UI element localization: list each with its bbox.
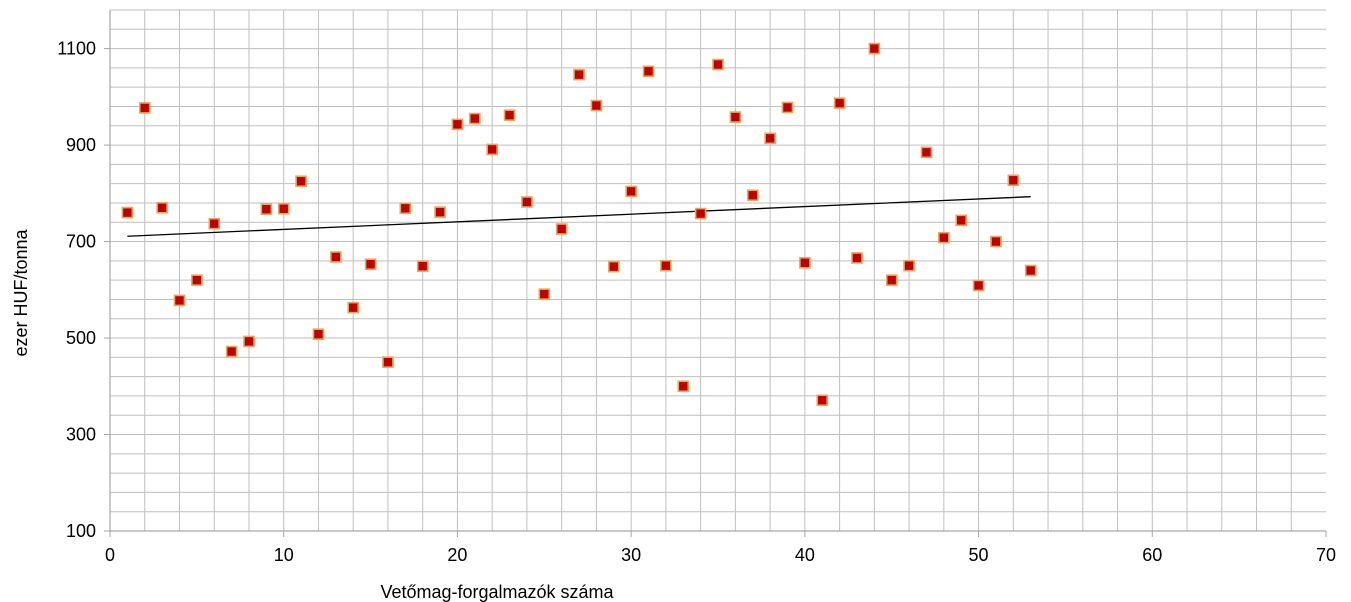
x-axis-title: Vetőmag-forgalmazók száma [380,582,614,602]
data-point [1024,264,1037,277]
data-point [191,274,203,286]
data-point [920,146,933,159]
data-points [121,42,1037,407]
data-point [277,202,290,215]
data-point [138,102,151,114]
data-point [347,301,360,314]
data-point [903,259,915,272]
data-point [555,223,568,235]
data-point [538,288,551,300]
data-point [764,132,776,145]
data-point [434,206,446,218]
data-point [625,185,637,198]
grid [110,9,1326,531]
data-point [660,259,672,272]
data-point [451,118,464,131]
y-axis-title: ezer HUF/tonna [11,228,31,356]
data-point [503,109,516,121]
data-point [729,111,742,123]
data-point [295,175,307,188]
data-point [260,203,273,216]
data-point [590,99,603,112]
y-tick-label: 300 [66,425,96,445]
trendline-group [127,196,1031,237]
x-tick-label: 40 [795,545,815,565]
data-point [694,207,707,220]
data-point [642,65,655,78]
data-point [156,201,168,214]
data-point [208,217,221,230]
data-point [1007,174,1020,187]
x-tick-label: 10 [274,545,294,565]
data-point [330,251,342,263]
data-point [816,394,829,407]
data-point [799,256,811,269]
data-point [486,143,498,156]
data-point [121,206,134,219]
trendline [127,196,1031,237]
y-tick-label: 100 [66,521,96,541]
data-point [851,252,863,264]
x-tick-label: 60 [1142,545,1162,565]
data-point [468,112,481,125]
data-point [225,345,238,358]
data-point [972,279,985,292]
data-point [243,335,255,348]
data-point [868,42,881,55]
data-point [677,380,690,393]
data-point [382,356,394,368]
data-point [607,260,620,273]
data-point [173,294,186,307]
data-point [364,258,377,271]
y-tick-label: 500 [66,328,96,348]
data-point [712,58,724,71]
y-tick-label: 1100 [57,39,96,59]
data-point [990,235,1002,248]
x-tick-label: 30 [621,545,641,565]
y-tick-label: 900 [66,135,96,155]
data-point [938,231,950,244]
data-point [781,101,794,114]
data-point [416,260,429,272]
tick-labels: 0 10 20 30 40 50 60 70 100 300 500 700 900 1100 [57,39,1336,565]
x-tick-label: 50 [969,545,989,565]
x-tick-label: 20 [447,545,467,565]
axes [104,10,1327,537]
data-point [955,214,968,227]
data-point [885,274,898,286]
x-tick-label: 0 [105,545,115,565]
data-point [833,97,846,109]
data-point [746,189,759,202]
data-point [521,196,533,208]
data-point [573,68,585,81]
y-tick-label: 700 [66,232,96,252]
x-tick-label: 70 [1316,545,1336,565]
data-point [312,328,325,340]
data-point [399,202,412,215]
